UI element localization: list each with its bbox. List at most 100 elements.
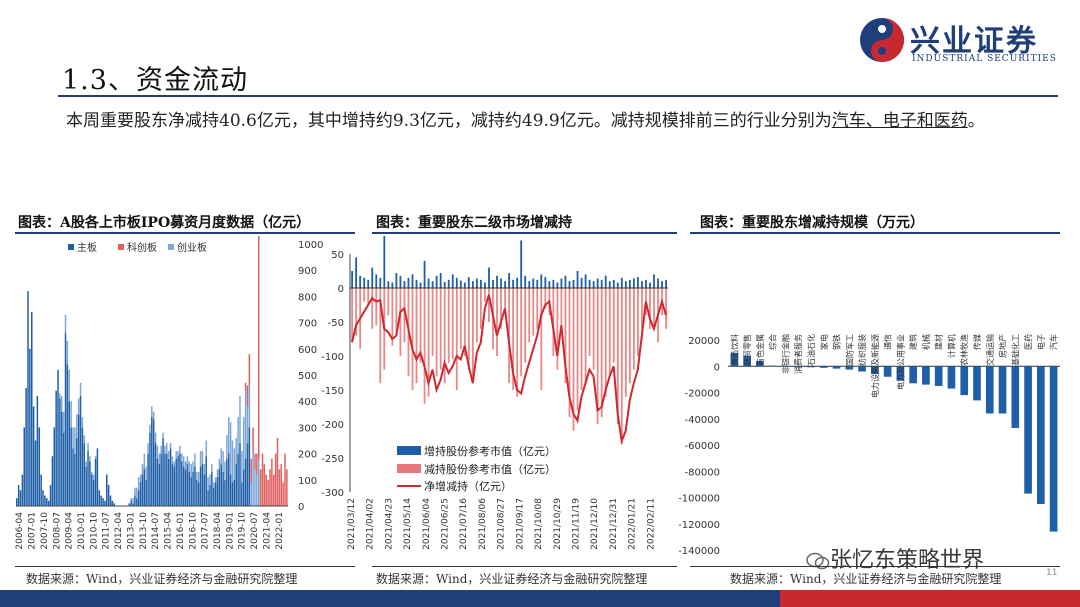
ipo-bar-star [244, 382, 247, 391]
ipo-bar-main [205, 456, 207, 506]
ipo-x-tick: 2019-01 [225, 512, 235, 550]
ipo-bar-star [282, 482, 284, 506]
industry-category-label: 建筑 [908, 334, 918, 350]
ipo-x-tick: 2021-04 [262, 512, 272, 550]
ipo-bar-gem [76, 414, 78, 438]
ipo-bar-gem [235, 437, 237, 465]
industry-y-tick: -80000 [685, 467, 720, 478]
holders-bar-decrease [600, 288, 603, 418]
ipo-bar-gem [154, 432, 157, 444]
industry-category-label: 基础化工 [1010, 334, 1020, 366]
ipo-bar-gem [136, 487, 138, 499]
ipo-bar-gem [62, 411, 65, 433]
ipo-bar-main [132, 503, 134, 506]
holders-bar-increase [367, 279, 370, 288]
ipo-bar-gem [242, 416, 245, 470]
ipo-y-tick: 500 [298, 371, 317, 382]
ipo-bar-main [184, 469, 187, 506]
holders-bar-decrease [439, 288, 442, 370]
ipo-bar-gem [160, 445, 162, 454]
holders-bar-increase [588, 279, 591, 288]
ipo-bar-main [89, 461, 91, 506]
ipo-bar-main [130, 500, 132, 506]
ipo-bar-gem [231, 440, 234, 483]
holders-bar-decrease [447, 288, 450, 363]
holders-bar-decrease [580, 288, 583, 390]
holders-bar-decrease [596, 288, 599, 424]
ipo-x-tick: 2009-04 [65, 512, 75, 550]
ipo-bar-gem [214, 477, 217, 483]
holders-bar-increase [512, 279, 515, 288]
ipo-bar-main [83, 443, 86, 506]
holders-bar-increase [653, 274, 655, 288]
holders-x-tick: 2021/04/23 [384, 498, 394, 550]
title-divider [58, 95, 1058, 97]
logo-text-en: INDUSTRIAL SECURITIES [912, 54, 1057, 64]
ipo-bar-gem [175, 450, 177, 459]
ipo-bar-gem [248, 385, 251, 428]
ipo-x-tick: 2010-01 [77, 512, 87, 550]
holders-bar-increase [649, 282, 651, 288]
industry-category-label: 电子 [1036, 334, 1046, 350]
ipo-bar-main [182, 466, 185, 506]
holders-bar-increase [415, 279, 418, 288]
holders-bar-decrease [375, 288, 378, 326]
ipo-bar-gem [156, 445, 159, 459]
ipo-bar-main [96, 448, 99, 506]
holders-legend-swatch-increase [397, 446, 421, 455]
holders-y-tick: -50 [328, 318, 344, 329]
ipo-bar-gem [139, 474, 142, 483]
ipo-bar-star [286, 469, 288, 506]
holders-bar-decrease [391, 288, 394, 346]
ipo-bar-main [181, 461, 183, 506]
holders-bar-increase [520, 240, 523, 288]
holders-bar-increase [544, 277, 547, 288]
ipo-bar-main [68, 401, 71, 506]
holders-bar-decrease [624, 288, 627, 397]
industry-category-label: 食品饮料 [729, 334, 739, 366]
holders-bar-increase [560, 278, 563, 288]
ipo-y-tick: 200 [298, 450, 317, 461]
ipo-bar-main [177, 456, 179, 506]
industry-bar [1049, 366, 1058, 532]
ipo-bar-gem [216, 469, 219, 478]
holders-bar-increase [568, 281, 571, 288]
ipo-x-tick: 2015-04 [164, 512, 174, 550]
holders-bar-increase [637, 277, 639, 288]
holders-bar-increase [548, 281, 551, 288]
ipo-bar-gem [158, 453, 161, 465]
industry-bar [832, 366, 841, 369]
ipo-bar-main [64, 333, 67, 506]
ipo-bar-main [92, 479, 95, 506]
industry-bar [998, 366, 1007, 414]
ipo-bar-main [98, 490, 101, 506]
holders-bar-increase [516, 277, 519, 288]
ipo-bar-main [211, 471, 213, 506]
ipo-bar-main [85, 466, 87, 506]
holders-legend-decrease: 减持股份参考市值（亿元） [424, 462, 556, 476]
holders-y-tick: -250 [321, 454, 344, 465]
industry-y-tick: -140000 [678, 546, 720, 556]
holders-bar-increase [480, 279, 482, 288]
panel-title-industry: 图表：重要股东增减持规模（万元） [700, 215, 924, 231]
holders-bar-increase [411, 274, 414, 288]
holders-bar-decrease [604, 288, 607, 397]
ipo-bar-main [199, 466, 202, 506]
ipo-legend-swatch [118, 244, 124, 250]
industry-bar [871, 366, 879, 375]
holders-bar-decrease [520, 288, 523, 377]
ipo-bar-gem [74, 427, 76, 454]
ipo-x-tick: 2011-07 [102, 512, 112, 550]
holders-bar-increase [645, 279, 647, 288]
holders-bar-increase [455, 277, 458, 288]
ipo-bar-main [246, 443, 249, 506]
industry-bar [1037, 366, 1045, 505]
ipo-bar-gem [164, 445, 166, 454]
ipo-y-tick: 400 [298, 397, 317, 408]
ipo-x-tick: 2014-07 [151, 512, 161, 550]
ipo-bar-gem [212, 482, 215, 488]
holders-bar-increase [665, 279, 667, 288]
holders-bar-decrease [516, 288, 519, 397]
ipo-bar-gem [59, 393, 61, 399]
ipo-bar-gem [201, 450, 204, 465]
